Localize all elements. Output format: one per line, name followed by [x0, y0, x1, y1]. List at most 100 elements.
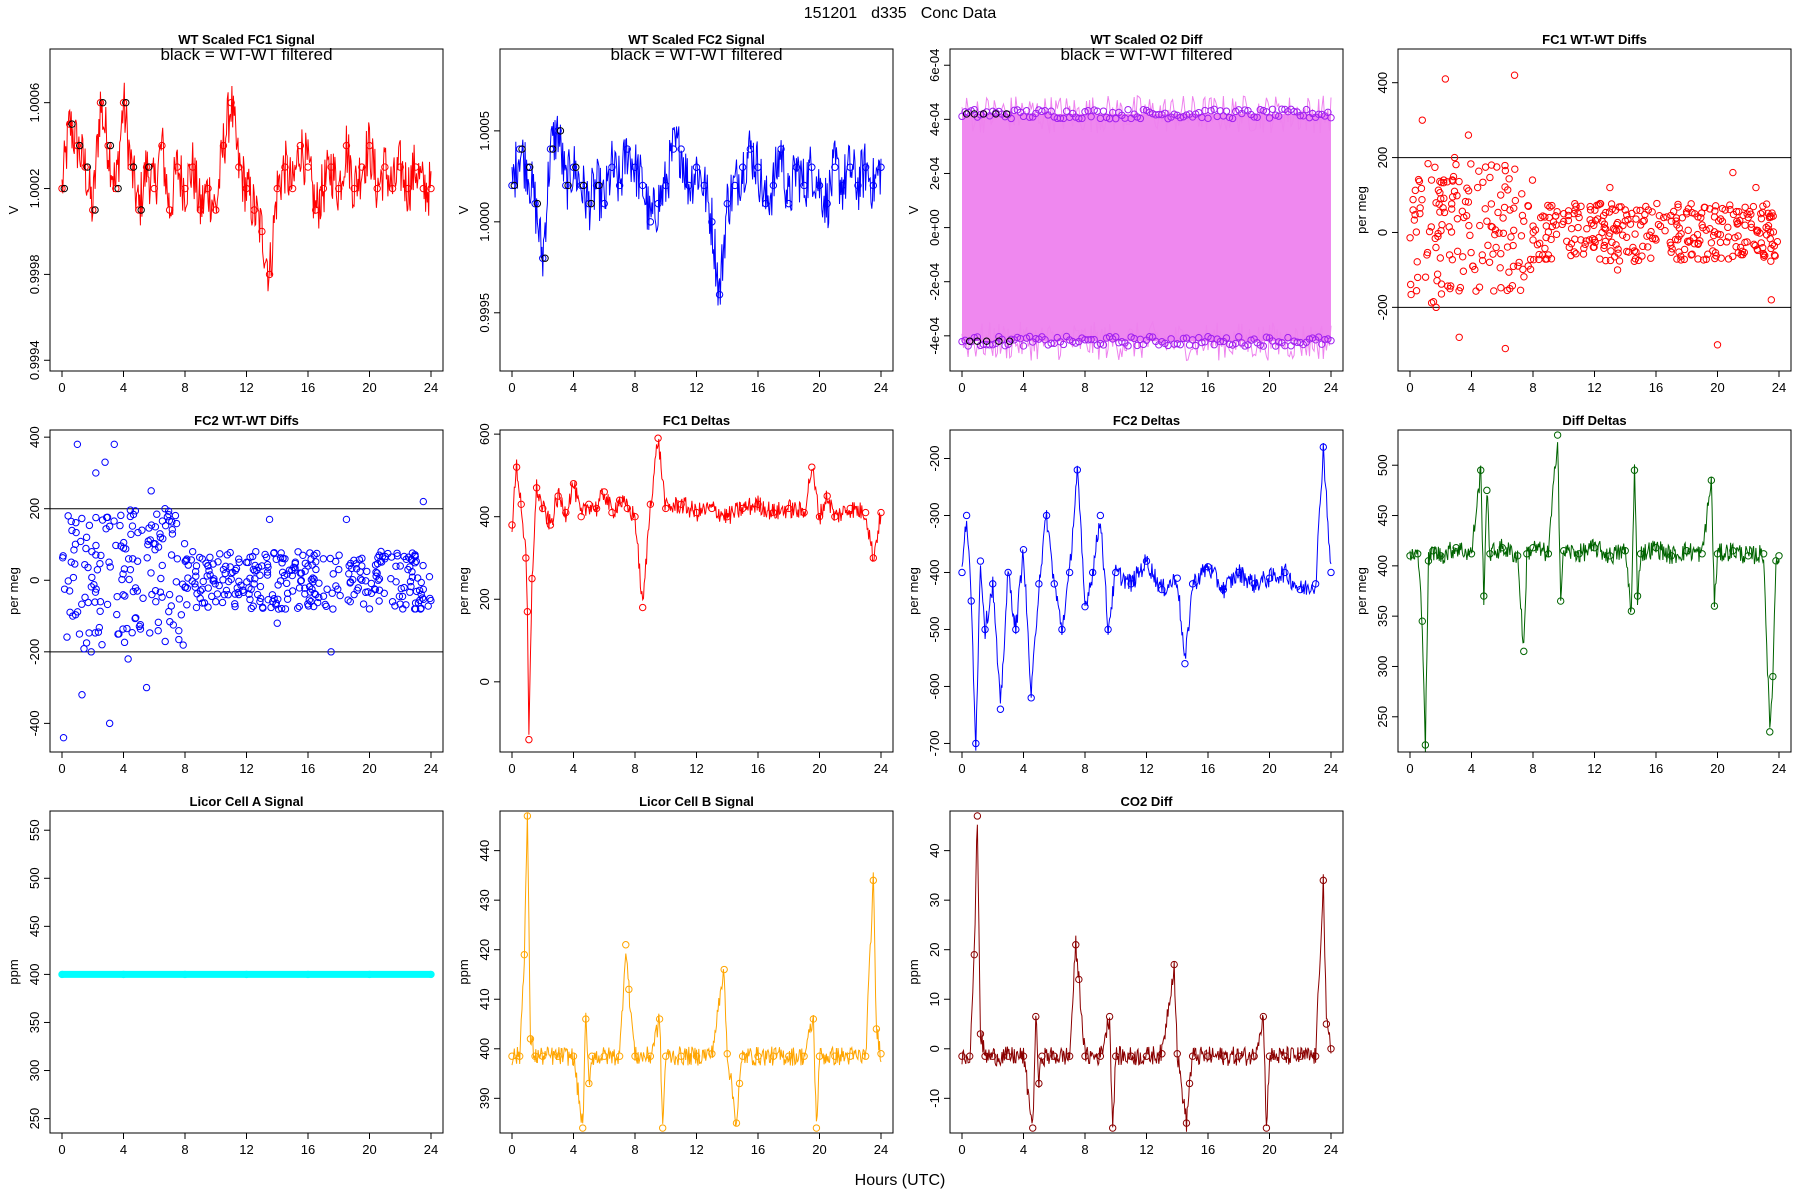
data-point	[123, 624, 131, 633]
data-point	[1513, 552, 1522, 560]
data-point	[1586, 216, 1594, 224]
data-point	[58, 184, 66, 193]
data-point	[256, 582, 265, 591]
data-point	[1738, 247, 1746, 256]
data-point	[1059, 340, 1068, 349]
data-point	[854, 181, 862, 190]
data-point	[1499, 214, 1507, 222]
data-point	[1633, 592, 1642, 600]
data-point	[277, 604, 286, 613]
x-tick-label: 20	[1710, 761, 1724, 776]
x-tick-label: 0	[508, 761, 515, 776]
data-point	[1590, 221, 1598, 229]
data-point	[76, 537, 85, 546]
data-point	[1228, 114, 1237, 123]
data-point	[623, 504, 632, 513]
data-point	[1766, 728, 1774, 736]
data-point	[126, 565, 135, 574]
data-point	[1025, 113, 1034, 121]
data-point	[1073, 466, 1082, 474]
data-point	[1311, 580, 1320, 588]
y-tick-label: 20	[927, 942, 942, 956]
data-point	[1547, 235, 1555, 244]
data-point	[1465, 221, 1473, 230]
data-point	[1574, 223, 1582, 232]
data-point	[1520, 647, 1528, 656]
data-point	[1410, 216, 1419, 224]
filtered-point	[510, 181, 519, 190]
data-point	[1181, 659, 1189, 668]
data-point	[175, 595, 184, 603]
data-point	[1096, 1052, 1105, 1060]
data-point	[692, 508, 701, 517]
data-point	[1759, 249, 1768, 258]
data-point	[769, 1052, 778, 1060]
data-point	[1455, 177, 1463, 186]
data-point	[1406, 280, 1415, 289]
y-tick-label: 0	[1375, 229, 1390, 236]
data-point	[307, 555, 315, 563]
data-point	[224, 591, 232, 599]
data-point	[1567, 224, 1576, 233]
data-point	[579, 1124, 587, 1132]
data-point	[82, 533, 91, 542]
data-point	[785, 1052, 793, 1060]
data-point	[124, 655, 132, 663]
data-point	[82, 639, 91, 647]
data-point	[371, 586, 380, 594]
data-point	[1598, 228, 1606, 237]
data-point	[364, 588, 372, 596]
data-point	[235, 555, 243, 563]
plot-frame	[949, 810, 1344, 1134]
y-tick-label: 1.0005	[477, 111, 492, 151]
data-point	[1142, 1052, 1151, 1060]
data-point	[127, 163, 135, 171]
data-point	[371, 561, 380, 569]
data-point	[165, 206, 174, 214]
data-point	[250, 580, 258, 588]
data-point	[1440, 194, 1448, 203]
data-point	[1667, 211, 1675, 220]
data-point	[1235, 1052, 1243, 1060]
y-tick-label: 0	[927, 1045, 942, 1052]
data-point	[377, 547, 385, 556]
x-tick-label: 16	[1201, 380, 1215, 395]
data-point	[168, 530, 177, 538]
data-point	[1607, 200, 1616, 208]
data-point	[213, 590, 222, 598]
data-point	[388, 598, 397, 606]
data-point	[393, 549, 401, 557]
data-point	[183, 601, 191, 609]
data-point	[1753, 228, 1761, 236]
data-point	[1697, 209, 1706, 217]
data-point	[815, 512, 824, 521]
data-point	[1771, 252, 1779, 260]
data-point	[1558, 220, 1566, 229]
data-point	[846, 163, 854, 171]
y-tick-label: 350	[27, 1012, 42, 1034]
data-point	[973, 812, 982, 820]
data-point	[1427, 223, 1435, 231]
data-point	[147, 521, 156, 529]
data-point	[1627, 607, 1636, 615]
plot-area-p2	[508, 115, 885, 306]
data-point	[306, 588, 314, 596]
data-point	[1452, 160, 1460, 169]
data-point	[989, 580, 997, 588]
data-point	[59, 733, 68, 742]
data-point	[1659, 213, 1668, 222]
data-point	[119, 570, 127, 578]
data-point	[1432, 243, 1440, 252]
data-point	[1501, 161, 1509, 170]
y-tick-label: -4e-04	[927, 317, 942, 355]
x-tick-label: 16	[751, 761, 765, 776]
data-point	[1241, 106, 1249, 114]
data-point	[1281, 1052, 1289, 1060]
data-point	[304, 602, 313, 610]
data-point	[273, 184, 281, 193]
data-point	[165, 516, 174, 525]
data-point	[81, 593, 89, 602]
data-point	[592, 504, 601, 513]
data-point	[370, 585, 379, 593]
data-point	[877, 163, 885, 171]
